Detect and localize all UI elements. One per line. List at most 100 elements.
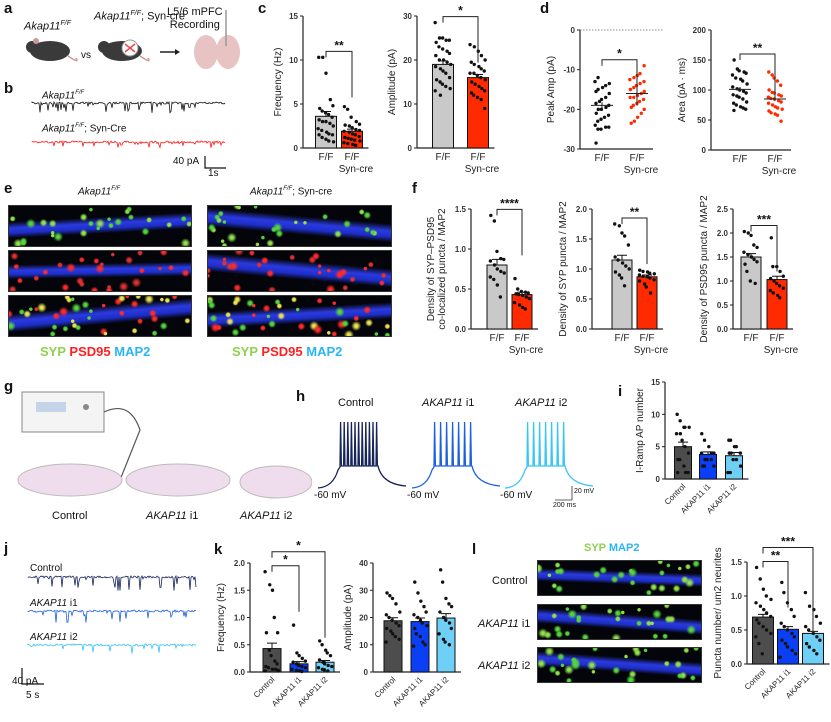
data-point bbox=[270, 667, 275, 671]
data-point bbox=[632, 95, 636, 100]
data-point bbox=[602, 115, 607, 119]
y-axis-label: I-Ramp AP number bbox=[635, 387, 646, 473]
data-point bbox=[440, 580, 445, 584]
data-point bbox=[639, 111, 643, 116]
data-point bbox=[390, 618, 394, 622]
data-point bbox=[264, 631, 269, 635]
data-point bbox=[738, 451, 743, 455]
data-point bbox=[642, 282, 647, 286]
data-point bbox=[300, 669, 304, 674]
y-axis-label: Area (pA · ms) bbox=[677, 58, 688, 122]
y-axis-label: Frequency (Hz) bbox=[216, 583, 227, 652]
y-tick-label: -30 bbox=[563, 145, 575, 154]
data-point bbox=[607, 125, 611, 129]
data-point bbox=[345, 107, 350, 111]
data-point bbox=[596, 119, 600, 123]
bar bbox=[636, 276, 658, 330]
y-tick-label: 1.0 bbox=[234, 614, 246, 623]
data-point bbox=[266, 665, 271, 670]
data-point bbox=[479, 67, 483, 71]
data-point bbox=[388, 594, 392, 598]
row-label-control: Control bbox=[492, 575, 528, 587]
data-point bbox=[767, 70, 771, 74]
data-point bbox=[734, 444, 739, 449]
data-point bbox=[748, 279, 753, 283]
data-point bbox=[767, 88, 771, 92]
scale-bar-y-label: 40 pA bbox=[173, 156, 200, 167]
data-point bbox=[469, 91, 474, 95]
data-point bbox=[322, 668, 327, 672]
data-point bbox=[326, 669, 330, 673]
data-point bbox=[483, 106, 487, 111]
micro-l-i1 bbox=[537, 604, 702, 640]
data-point bbox=[628, 77, 632, 82]
data-point bbox=[622, 234, 627, 238]
data-point bbox=[599, 97, 604, 102]
data-point bbox=[769, 614, 773, 619]
x-tick-label: Syn-cre bbox=[509, 345, 544, 356]
data-point bbox=[523, 290, 528, 294]
data-point bbox=[680, 438, 684, 442]
y-tick-label: 10 bbox=[359, 641, 368, 650]
data-point bbox=[444, 38, 448, 42]
data-point bbox=[728, 438, 733, 442]
y-tick-label: 20 bbox=[359, 614, 368, 623]
data-point bbox=[593, 79, 597, 84]
trace-syncre bbox=[31, 140, 226, 149]
panel-label-g: g bbox=[4, 378, 14, 395]
scale-y-label-j: 40 pA bbox=[12, 676, 39, 687]
y-tick-label: 150 bbox=[693, 56, 707, 65]
data-point bbox=[480, 86, 484, 91]
data-point bbox=[818, 638, 822, 642]
y-tick-label: 100 bbox=[693, 86, 707, 95]
data-point bbox=[641, 274, 645, 278]
y-tick-label: 1.0 bbox=[455, 245, 467, 254]
y-tick-label: 0.0 bbox=[234, 668, 246, 677]
data-point bbox=[617, 273, 622, 277]
data-point bbox=[771, 291, 775, 295]
data-point bbox=[779, 94, 784, 98]
data-point bbox=[502, 271, 506, 275]
data-point bbox=[628, 87, 633, 92]
data-point bbox=[438, 80, 442, 84]
significance-label: **** bbox=[500, 196, 519, 210]
col-title-syncre: Akap11F/F; Syn-cre bbox=[250, 186, 333, 198]
data-point bbox=[513, 276, 517, 281]
y-tick-label: 40 bbox=[359, 559, 368, 568]
data-point bbox=[273, 659, 277, 663]
y-tick-label: 200 bbox=[693, 26, 707, 35]
y-axis-label: co-localized puncta / MAP2 bbox=[437, 208, 448, 330]
data-point bbox=[482, 69, 486, 73]
data-point bbox=[488, 259, 493, 263]
dish-label-control: Control bbox=[52, 510, 88, 522]
data-point bbox=[792, 614, 796, 619]
data-point bbox=[803, 590, 808, 595]
data-point bbox=[421, 640, 425, 644]
error-bar bbox=[320, 660, 330, 663]
data-point bbox=[479, 53, 484, 58]
data-point bbox=[731, 93, 735, 97]
data-point bbox=[331, 104, 335, 108]
data-point bbox=[815, 652, 819, 656]
data-point bbox=[342, 104, 347, 109]
data-point bbox=[812, 648, 816, 653]
data-point bbox=[324, 648, 328, 652]
y-tick-label: 1.0 bbox=[717, 277, 729, 286]
data-point bbox=[744, 91, 748, 95]
data-point bbox=[593, 123, 597, 127]
panel-label-e: e bbox=[4, 180, 13, 197]
baseline-label-i2: -60 mV bbox=[500, 490, 533, 501]
data-point bbox=[357, 128, 362, 133]
y-axis-label: Frequency (Hz) bbox=[273, 48, 284, 117]
data-point bbox=[768, 276, 773, 281]
data-point bbox=[699, 451, 704, 455]
chart-f1: 0.0 0.5 1.0 1.5 Density of SYP–PSD95 co-local… bbox=[426, 196, 544, 356]
data-point bbox=[425, 623, 429, 628]
y-tick-label: 0.5 bbox=[717, 301, 729, 310]
x-tick-label: Control bbox=[373, 675, 398, 700]
data-point bbox=[642, 79, 646, 84]
data-point bbox=[320, 643, 324, 647]
data-point bbox=[343, 123, 347, 127]
